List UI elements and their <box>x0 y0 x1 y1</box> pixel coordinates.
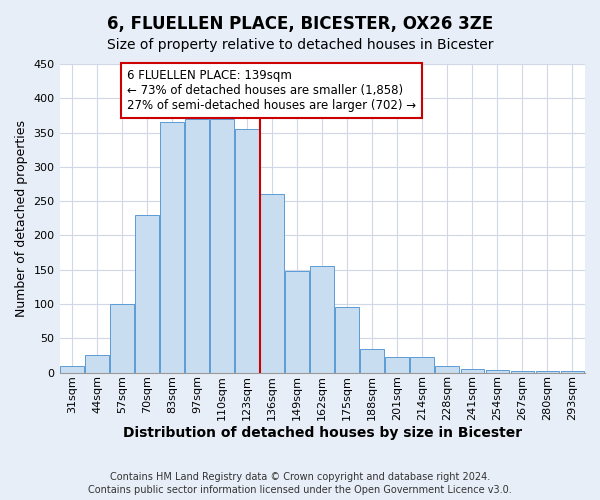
Y-axis label: Number of detached properties: Number of detached properties <box>15 120 28 317</box>
Bar <box>335 308 359 372</box>
Bar <box>436 366 459 372</box>
Text: Contains public sector information licensed under the Open Government Licence v3: Contains public sector information licen… <box>88 485 512 495</box>
Bar <box>235 129 259 372</box>
X-axis label: Distribution of detached houses by size in Bicester: Distribution of detached houses by size … <box>123 426 522 440</box>
Bar <box>85 356 109 372</box>
Text: Contains HM Land Registry data © Crown copyright and database right 2024.: Contains HM Land Registry data © Crown c… <box>110 472 490 482</box>
Bar <box>361 348 384 372</box>
Bar <box>310 266 334 372</box>
Bar <box>185 119 209 372</box>
Bar <box>485 370 509 372</box>
Bar <box>536 371 559 372</box>
Bar <box>410 358 434 372</box>
Text: 6, FLUELLEN PLACE, BICESTER, OX26 3ZE: 6, FLUELLEN PLACE, BICESTER, OX26 3ZE <box>107 15 493 33</box>
Bar <box>60 366 84 372</box>
Text: Size of property relative to detached houses in Bicester: Size of property relative to detached ho… <box>107 38 493 52</box>
Text: 6 FLUELLEN PLACE: 139sqm
← 73% of detached houses are smaller (1,858)
27% of sem: 6 FLUELLEN PLACE: 139sqm ← 73% of detach… <box>127 69 416 112</box>
Bar <box>560 371 584 372</box>
Bar <box>260 194 284 372</box>
Bar <box>135 215 159 372</box>
Bar <box>511 371 535 372</box>
Bar <box>286 271 309 372</box>
Bar <box>210 119 234 372</box>
Bar <box>110 304 134 372</box>
Bar <box>385 358 409 372</box>
Bar <box>160 122 184 372</box>
Bar <box>461 369 484 372</box>
